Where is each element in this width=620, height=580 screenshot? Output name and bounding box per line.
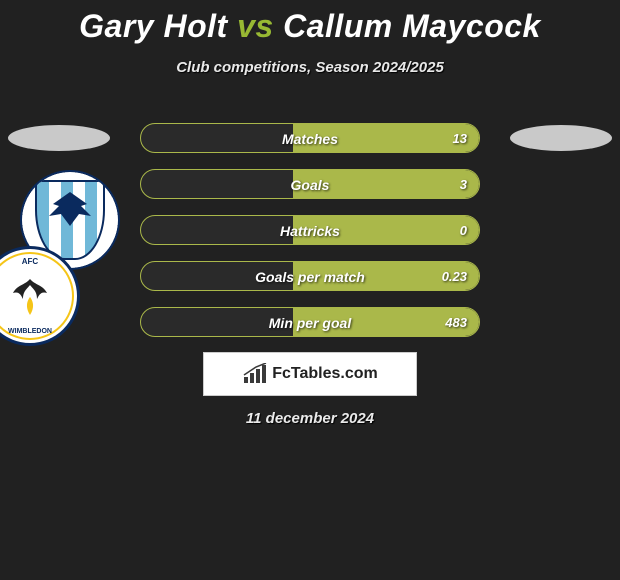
crest-text-bottom: WIMBLEDON — [0, 328, 77, 335]
crest-text-top: AFC — [0, 257, 77, 266]
stat-label: Hattricks — [141, 216, 479, 245]
subtitle: Club competitions, Season 2024/2025 — [0, 59, 620, 76]
brand-text: FcTables.com — [272, 365, 378, 383]
stat-row: Hattricks 0 — [140, 215, 480, 245]
stat-row: Matches 13 — [140, 123, 480, 153]
stat-label: Min per goal — [141, 308, 479, 337]
bar-chart-icon — [242, 363, 268, 385]
stat-label: Matches — [141, 124, 479, 153]
stat-right-value: 0.23 — [442, 262, 467, 291]
eagle-icon — [43, 188, 97, 228]
stat-right-value: 0 — [460, 216, 467, 245]
player2-name: Callum Maycock — [283, 8, 541, 44]
stat-right-value: 3 — [460, 170, 467, 199]
phoenix-icon — [5, 271, 55, 321]
stat-row: Goals 3 — [140, 169, 480, 199]
player1-name: Gary Holt — [79, 8, 228, 44]
stat-right-value: 13 — [453, 124, 467, 153]
page-title: Gary Holt vs Callum Maycock — [0, 0, 620, 45]
date-text: 11 december 2024 — [0, 410, 620, 427]
stat-row: Min per goal 483 — [140, 307, 480, 337]
stats-bars: Matches 13 Goals 3 Hattricks 0 Goals per… — [140, 123, 480, 353]
stat-right-value: 483 — [445, 308, 467, 337]
stat-label: Goals per match — [141, 262, 479, 291]
stat-row: Goals per match 0.23 — [140, 261, 480, 291]
stat-label: Goals — [141, 170, 479, 199]
vs-separator: vs — [237, 8, 274, 44]
brand-box: FcTables.com — [203, 352, 417, 396]
left-base-ellipse — [8, 125, 110, 151]
right-base-ellipse — [510, 125, 612, 151]
right-team-crest: AFC WIMBLEDON — [0, 246, 80, 346]
